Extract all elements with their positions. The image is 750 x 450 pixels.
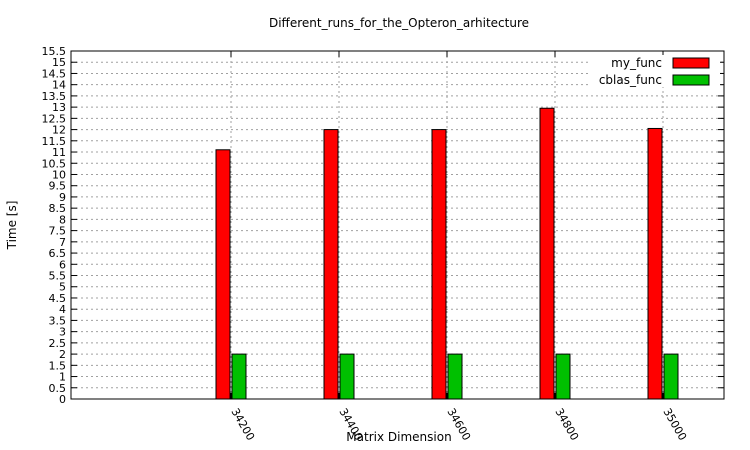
y-tick-label: 2.5 xyxy=(49,337,67,350)
x-tick-label: 35000 xyxy=(660,406,689,443)
y-tick-label: 0 xyxy=(59,393,66,406)
y-tick-label: 5.5 xyxy=(49,270,67,283)
y-tick-label: 1 xyxy=(59,371,66,384)
y-tick-label: 9.5 xyxy=(49,180,67,193)
y-tick-label: 15.5 xyxy=(42,45,67,58)
y-tick-label: 4 xyxy=(59,303,66,316)
legend-label: my_func xyxy=(611,56,662,70)
y-tick-label: 4.5 xyxy=(49,292,67,305)
y-tick-label: 12 xyxy=(52,124,66,137)
bar-cblas_func-34600 xyxy=(447,353,463,400)
y-tick-label: 7 xyxy=(59,236,66,249)
y-tick-label: 6 xyxy=(59,258,66,271)
y-tick-label: 10.5 xyxy=(42,157,67,170)
bar-cblas_func-35000 xyxy=(663,353,679,400)
y-tick-label: 0.5 xyxy=(49,382,67,395)
legend-swatch xyxy=(672,74,710,86)
chart-title: Different_runs_for_the_Opteron_arhitectu… xyxy=(269,16,529,30)
y-tick-label: 6.5 xyxy=(49,247,67,260)
y-axis-label: Time [s] xyxy=(5,201,19,251)
legend-label: cblas_func xyxy=(599,73,662,87)
bar-my_func-35000 xyxy=(647,127,663,400)
legend: my_func cblas_func xyxy=(588,55,720,87)
y-tick-label: 7.5 xyxy=(49,225,67,238)
legend-swatch xyxy=(672,57,710,69)
y-tick-label: 11 xyxy=(52,146,66,159)
y-tick-label: 8.5 xyxy=(49,202,67,215)
y-axis-ticks: 00.511.522.533.544.555.566.577.588.599.5… xyxy=(42,45,724,406)
y-tick-label: 3.5 xyxy=(49,314,67,327)
bar-my_func-34400 xyxy=(323,129,339,400)
y-tick-label: 1.5 xyxy=(49,359,67,372)
y-tick-label: 15 xyxy=(52,56,66,69)
plot-frame xyxy=(70,50,725,400)
y-tick-label: 14 xyxy=(52,79,66,92)
bar-my_func-34800 xyxy=(539,107,555,400)
x-axis-label: Matrix Dimension xyxy=(346,430,451,444)
y-tick-label: 14.5 xyxy=(42,67,67,80)
y-tick-label: 11.5 xyxy=(42,135,67,148)
x-tick-label: 34200 xyxy=(228,406,257,443)
bar-my_func-34200 xyxy=(215,149,231,400)
y-tick-label: 13.5 xyxy=(42,90,67,103)
y-tick-label: 5 xyxy=(59,281,66,294)
y-tick-label: 9 xyxy=(59,191,66,204)
y-tick-label: 13 xyxy=(52,101,66,114)
x-tick-label: 34800 xyxy=(552,406,581,443)
y-tick-label: 12.5 xyxy=(42,112,67,125)
y-tick-label: 10 xyxy=(52,168,66,181)
bar-cblas_func-34800 xyxy=(555,353,571,400)
y-tick-label: 2 xyxy=(59,348,66,361)
bars xyxy=(215,107,679,400)
y-tick-label: 3 xyxy=(59,326,66,339)
y-tick-label: 8 xyxy=(59,213,66,226)
bar-cblas_func-34200 xyxy=(231,353,247,400)
bar-my_func-34600 xyxy=(431,129,447,400)
grid-lines xyxy=(71,51,724,399)
bar-cblas_func-34400 xyxy=(339,353,355,400)
